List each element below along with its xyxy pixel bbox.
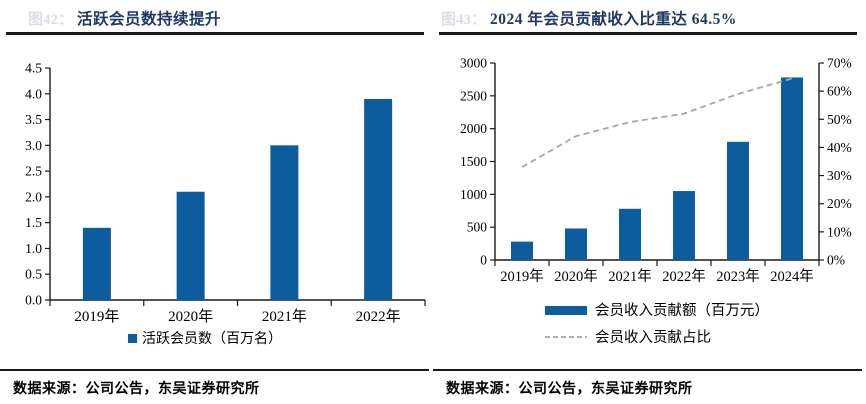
bar bbox=[781, 77, 803, 260]
left-figure-number: 图42： bbox=[28, 11, 74, 28]
legend: 活跃会员数（百万名） bbox=[128, 331, 282, 347]
right-y-axis: 0% 10% 20% 30% 40% 50% 60% 70% bbox=[819, 56, 852, 268]
legend-label: 会员收入贡献额（百万元） bbox=[595, 302, 769, 319]
y-tick-label: 1.0 bbox=[25, 241, 42, 256]
right-title-rule bbox=[439, 32, 857, 35]
legend: 会员收入贡献额（百万元） 会员收入贡献占比 bbox=[545, 302, 769, 346]
right-figure-number: 图43： bbox=[441, 11, 487, 28]
y-tick-label: 0.0 bbox=[25, 293, 42, 308]
left-chart: 0.0 0.5 1.0 1.5 2.0 2.5 3.0 3.5 4.0 4.5 2019年 2020年… bbox=[25, 61, 426, 347]
legend-label: 会员收入贡献占比 bbox=[595, 329, 711, 346]
legend-square-marker bbox=[128, 334, 137, 343]
x-tick-label: 2021年 bbox=[262, 308, 307, 325]
y-tick-label: 3.0 bbox=[25, 138, 42, 153]
y-tick-label: 0.5 bbox=[25, 267, 42, 282]
x-axis: 2019年 2020年 2021年 2022年 2023年 2024年 bbox=[494, 260, 820, 285]
y-tick-label: 1500 bbox=[460, 154, 487, 169]
bars bbox=[511, 77, 803, 260]
right-header: 图43： 2024 年会员贡献收入比重达 64.5% bbox=[433, 5, 866, 31]
x-tick-label: 2019年 bbox=[500, 268, 544, 285]
y-tick-label: 30% bbox=[827, 168, 852, 183]
y-axis: 0.0 0.5 1.0 1.5 2.0 2.5 3.0 3.5 4.0 4.5 bbox=[25, 61, 50, 308]
legend-bar-marker bbox=[545, 306, 587, 315]
x-tick-label: 2020年 bbox=[168, 308, 213, 325]
y-tick-label: 0 bbox=[480, 253, 487, 268]
x-tick-label: 2023年 bbox=[716, 268, 760, 285]
axes bbox=[494, 63, 820, 261]
bar bbox=[511, 241, 533, 260]
y-tick-label: 2500 bbox=[460, 88, 487, 103]
y-tick-label: 1000 bbox=[460, 187, 487, 202]
left-source-block: 数据来源：公司公告，东吴证券研究所 bbox=[0, 369, 429, 398]
trend-line bbox=[521, 77, 793, 168]
left-source-rule bbox=[0, 369, 429, 371]
bar bbox=[565, 228, 587, 260]
left-source-text: 数据来源：公司公告，东吴证券研究所 bbox=[13, 382, 260, 397]
right-source-rule bbox=[433, 369, 862, 371]
bar bbox=[176, 191, 205, 300]
left-chart-title: 活跃会员数持续提升 bbox=[77, 11, 222, 28]
y-tick-label: 40% bbox=[827, 140, 852, 155]
y-tick-label: 2.0 bbox=[25, 189, 42, 204]
right-source-block: 数据来源：公司公告，东吴证券研究所 bbox=[433, 369, 862, 398]
bars bbox=[82, 98, 393, 300]
bar bbox=[619, 208, 641, 260]
y-tick-label: 70% bbox=[827, 56, 852, 71]
y-tick-label: 4.0 bbox=[25, 86, 42, 101]
x-tick-label: 2020年 bbox=[554, 268, 598, 285]
y-tick-label: 2.5 bbox=[25, 164, 42, 179]
x-tick-label: 2022年 bbox=[356, 308, 401, 325]
y-tick-label: 4.5 bbox=[25, 61, 42, 76]
y-tick-label: 20% bbox=[827, 196, 852, 211]
right-source-text: 数据来源：公司公告，东吴证券研究所 bbox=[446, 382, 693, 397]
left-y-axis: 0 500 1000 1500 2000 2500 3000 bbox=[460, 56, 495, 268]
left-panel: 图42： 活跃会员数持续提升 0.0 0.5 1.0 1.5 2.0 2.5 3.0 3.5 4… bbox=[0, 5, 433, 398]
bar bbox=[270, 145, 299, 300]
x-tick-label: 2024年 bbox=[770, 268, 814, 285]
x-tick-label: 2019年 bbox=[74, 308, 119, 325]
y-tick-label: 3000 bbox=[460, 56, 487, 71]
y-tick-label: 3.5 bbox=[25, 112, 42, 127]
right-chart-title: 2024 年会员贡献收入比重达 64.5% bbox=[490, 11, 737, 28]
y-tick-label: 0% bbox=[827, 253, 845, 268]
y-tick-label: 500 bbox=[467, 220, 488, 235]
y-tick-label: 10% bbox=[827, 224, 852, 239]
right-chart: 0 500 1000 1500 2000 2500 3000 0% 10% 20% 30% 40% 50… bbox=[460, 56, 852, 347]
bar bbox=[727, 141, 749, 260]
y-tick-label: 1.5 bbox=[25, 215, 42, 230]
left-title-rule bbox=[6, 32, 424, 35]
y-tick-label: 60% bbox=[827, 84, 852, 99]
bar bbox=[673, 191, 695, 260]
x-axis: 2019年 2020年 2021年 2022年 bbox=[49, 300, 426, 325]
right-panel: 图43： 2024 年会员贡献收入比重达 64.5% 0 500 1000 1500 2… bbox=[433, 0, 866, 404]
left-header: 图42： 活跃会员数持续提升 bbox=[0, 5, 433, 31]
x-tick-label: 2021年 bbox=[608, 268, 652, 285]
y-tick-label: 50% bbox=[827, 112, 852, 127]
y-tick-label: 2000 bbox=[460, 121, 487, 136]
bar bbox=[364, 98, 393, 300]
x-tick-label: 2022年 bbox=[662, 268, 706, 285]
legend-label: 活跃会员数（百万名） bbox=[142, 331, 282, 347]
bar bbox=[82, 227, 111, 300]
